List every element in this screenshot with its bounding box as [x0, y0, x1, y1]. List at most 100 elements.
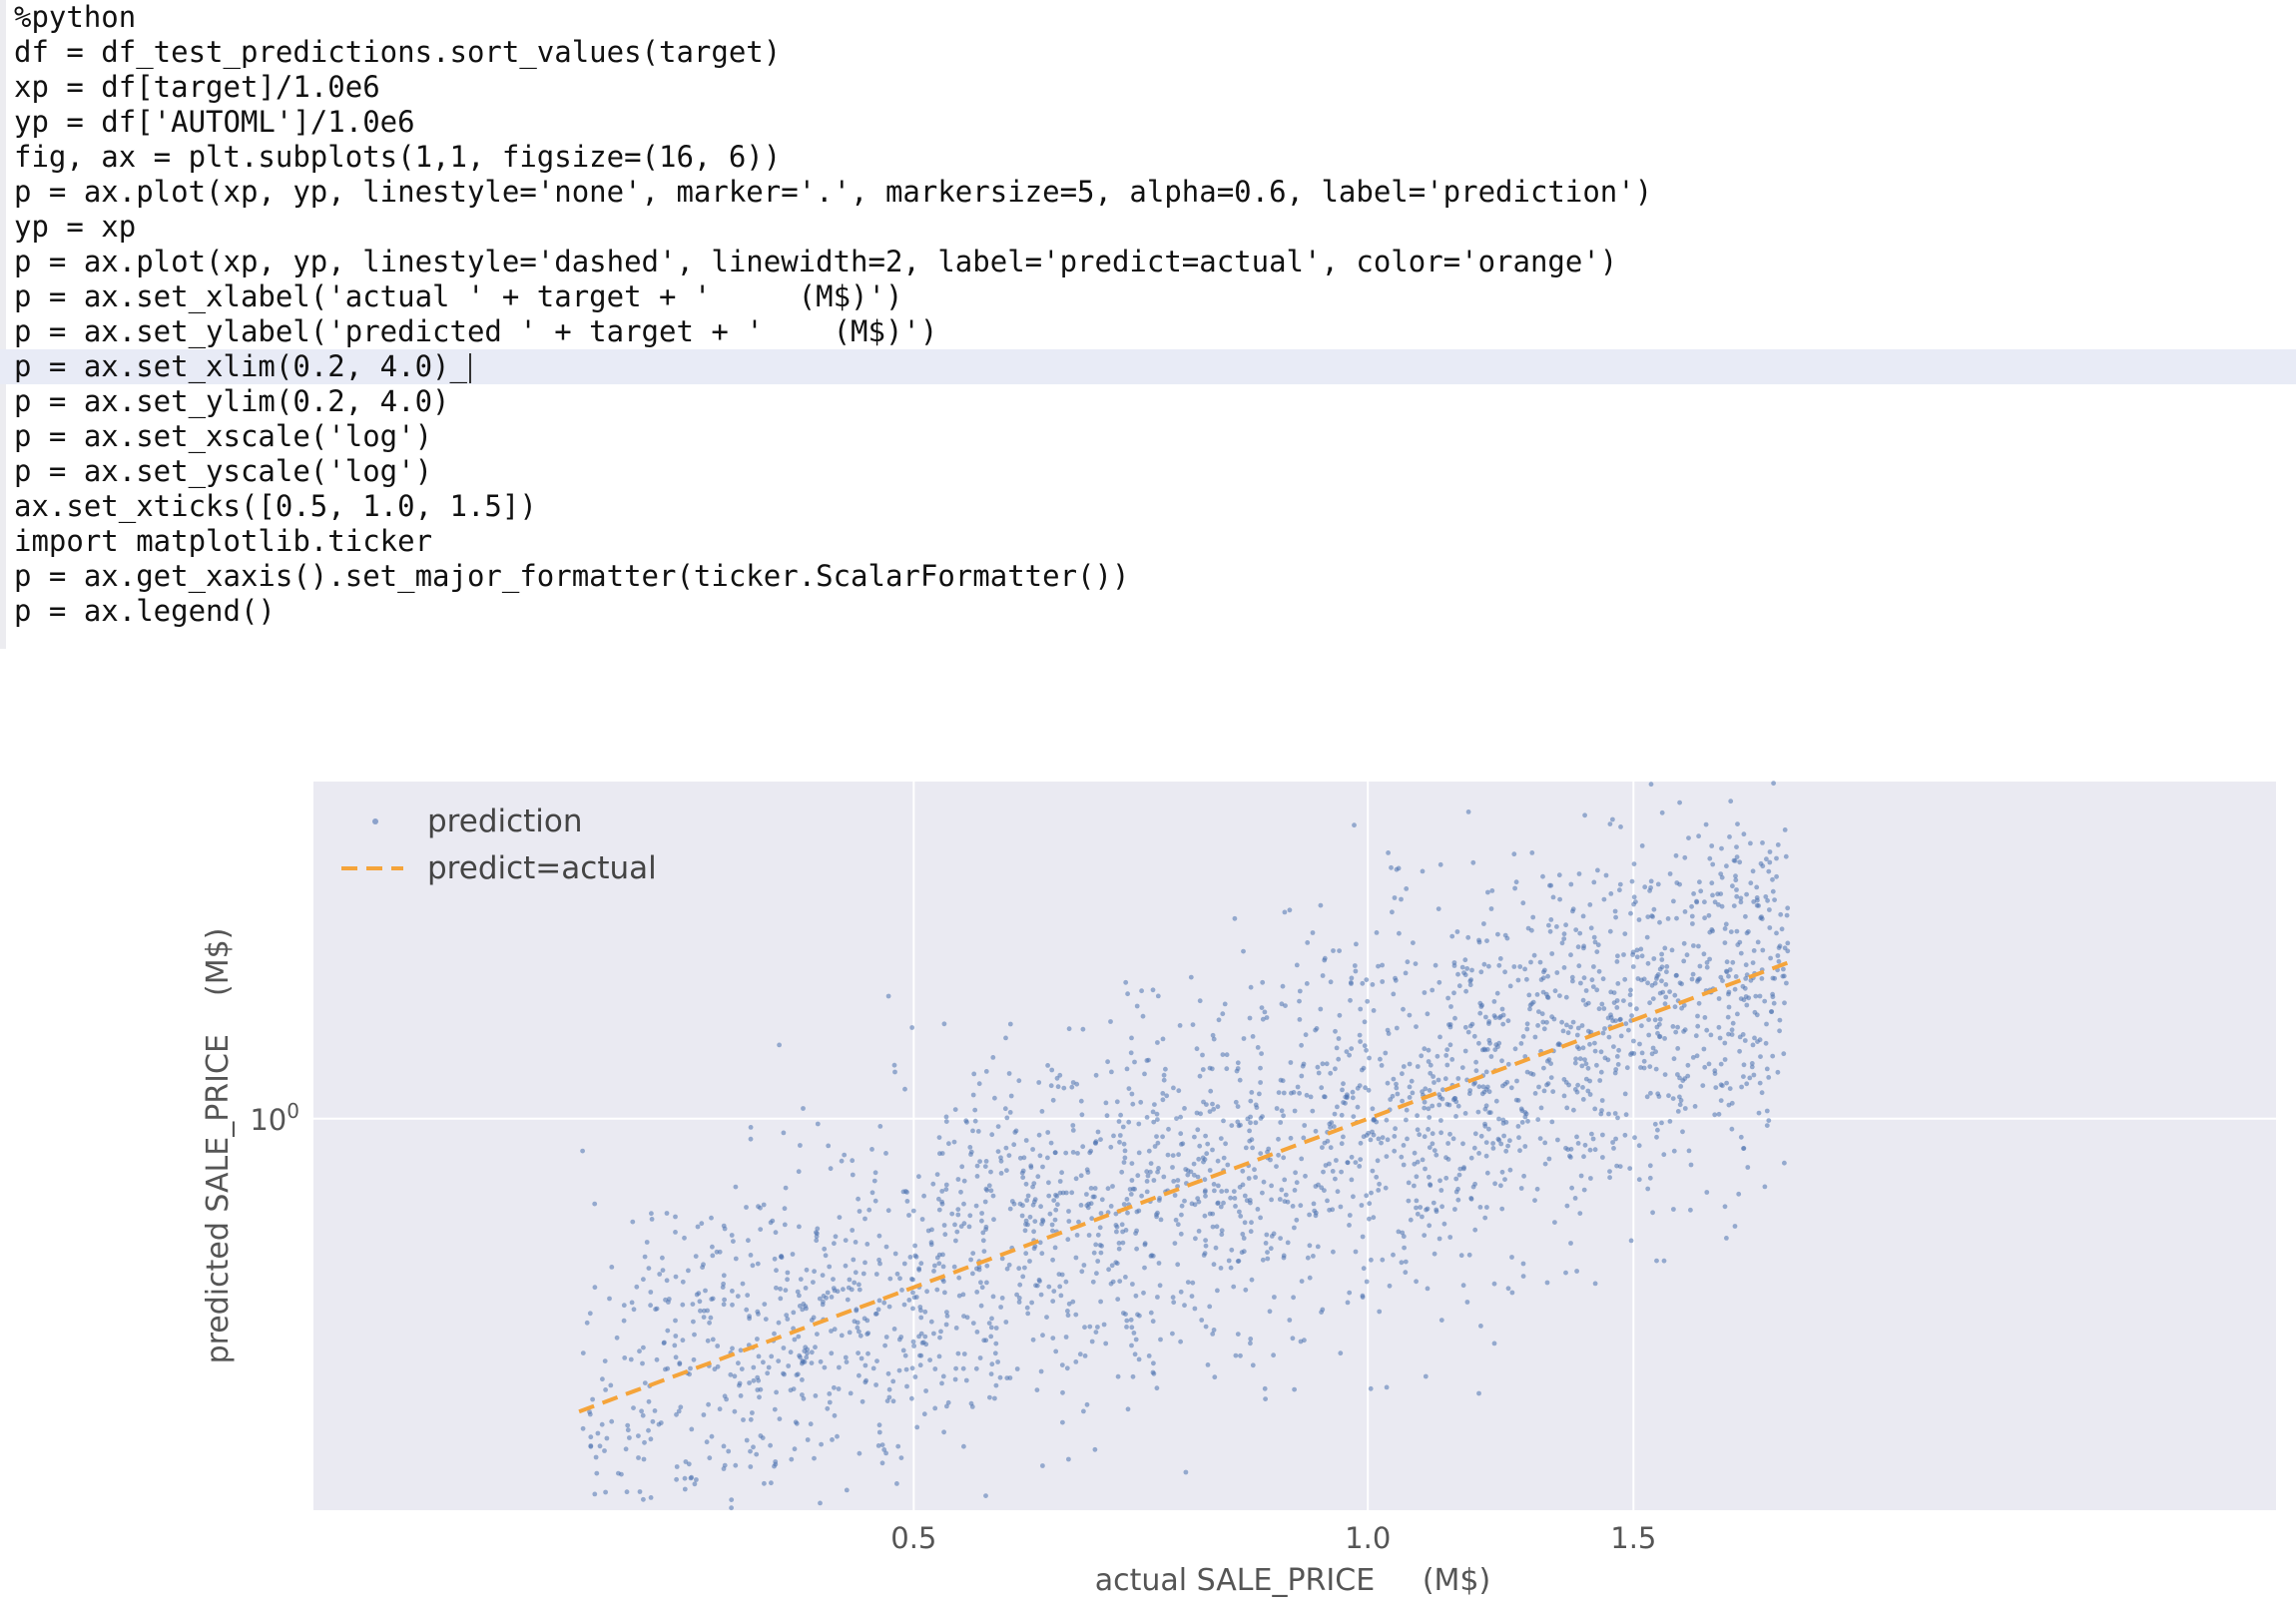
code-line[interactable]: p = ax.get_xaxis().set_major_formatter(t…: [0, 559, 2296, 594]
prediction-point: [1241, 1036, 1247, 1041]
prediction-point: [813, 1344, 818, 1350]
prediction-point: [1515, 977, 1521, 983]
prediction-point: [1170, 1153, 1176, 1158]
prediction-point: [1307, 1243, 1313, 1249]
prediction-point: [761, 1359, 766, 1365]
prediction-point: [1374, 930, 1380, 935]
prediction-point: [660, 1268, 666, 1273]
prediction-point: [1258, 1080, 1263, 1085]
prediction-point: [748, 1253, 754, 1258]
prediction-point: [784, 1313, 790, 1318]
prediction-point: [1406, 1198, 1412, 1204]
prediction-point: [1622, 1091, 1628, 1097]
prediction-point: [1524, 1026, 1530, 1032]
prediction-point: [983, 1493, 988, 1498]
code-line[interactable]: %python: [0, 0, 2296, 35]
code-line[interactable]: fig, ax = plt.subplots(1,1, figsize=(16,…: [0, 140, 2296, 175]
prediction-point: [1629, 878, 1635, 884]
prediction-point: [1591, 964, 1596, 969]
prediction-point: [1426, 1106, 1432, 1112]
prediction-point: [1098, 1299, 1103, 1305]
prediction-point: [1035, 1174, 1041, 1180]
prediction-point: [956, 1275, 962, 1281]
prediction-point: [1333, 1176, 1338, 1182]
prediction-point: [1066, 1301, 1072, 1307]
prediction-point: [1158, 1217, 1164, 1223]
prediction-point: [1109, 1069, 1114, 1075]
prediction-point: [795, 1289, 801, 1295]
prediction-point: [649, 1211, 654, 1217]
prediction-point: [1724, 863, 1729, 869]
prediction-point: [1258, 1151, 1264, 1156]
prediction-point: [1108, 1204, 1114, 1209]
prediction-point: [1255, 1045, 1261, 1050]
code-line[interactable]: yp = df['AUTOML']/1.0e6: [0, 105, 2296, 140]
code-line[interactable]: xp = df[target]/1.0e6: [0, 70, 2296, 105]
code-line[interactable]: ax.set_xticks([0.5, 1.0, 1.5]): [0, 489, 2296, 524]
prediction-point: [1363, 1085, 1368, 1091]
code-line[interactable]: import matplotlib.ticker: [0, 524, 2296, 559]
prediction-point: [1469, 1021, 1475, 1027]
prediction-point: [683, 1459, 689, 1464]
prediction-point: [1559, 940, 1565, 946]
prediction-point: [1243, 1287, 1249, 1293]
code-line[interactable]: p = ax.set_ylim(0.2, 4.0): [0, 384, 2296, 419]
prediction-point: [1103, 1100, 1109, 1106]
code-line[interactable]: p = ax.legend(): [0, 594, 2296, 629]
prediction-point: [1504, 1079, 1510, 1085]
code-editor[interactable]: %python df = df_test_predictions.sort_val…: [0, 0, 2296, 649]
prediction-point: [1014, 1366, 1020, 1371]
prediction-point: [744, 1307, 750, 1313]
prediction-point: [1220, 1052, 1226, 1057]
prediction-point: [1307, 1275, 1313, 1281]
code-line[interactable]: p = ax.set_xlabel('actual ' + target + '…: [0, 279, 2296, 314]
prediction-point: [1652, 1017, 1658, 1023]
prediction-point: [909, 1365, 915, 1371]
prediction-point: [1655, 881, 1661, 887]
code-line[interactable]: yp = xp: [0, 210, 2296, 245]
prediction-point: [1571, 1107, 1576, 1113]
prediction-point: [967, 1145, 973, 1150]
prediction-point: [1526, 992, 1532, 998]
prediction-point: [804, 1267, 810, 1273]
prediction-point: [1435, 1053, 1440, 1059]
prediction-point: [1178, 1231, 1184, 1237]
prediction-point: [710, 1296, 716, 1302]
prediction-point: [1767, 859, 1773, 865]
prediction-point: [1692, 1104, 1698, 1109]
prediction-point: [1180, 1141, 1186, 1147]
prediction-point: [1701, 1046, 1707, 1052]
code-line[interactable]: df = df_test_predictions.sort_values(tar…: [0, 35, 2296, 70]
prediction-point: [1156, 1166, 1161, 1171]
code-line-text: yp = df['AUTOML']/1.0e6: [14, 105, 415, 139]
prediction-point: [960, 1365, 966, 1371]
prediction-point: [1644, 934, 1650, 940]
code-line[interactable]: p = ax.set_ylabel('predicted ' + target …: [0, 314, 2296, 349]
prediction-point: [1443, 1053, 1449, 1058]
prediction-point: [1202, 1213, 1208, 1219]
prediction-point: [1674, 972, 1679, 978]
prediction-point: [984, 1263, 990, 1269]
prediction-point: [594, 1470, 600, 1476]
prediction-point: [1410, 1090, 1416, 1096]
prediction-point: [1574, 1134, 1579, 1140]
code-line[interactable]: p = ax.plot(xp, yp, linestyle='none', ma…: [0, 175, 2296, 210]
prediction-point: [1622, 976, 1628, 982]
prediction-point: [797, 1304, 803, 1309]
code-line[interactable]: p = ax.set_xlim(0.2, 4.0)_: [0, 349, 2296, 384]
code-line[interactable]: p = ax.set_xscale('log'): [0, 419, 2296, 454]
prediction-point: [1384, 1117, 1390, 1123]
prediction-point: [1544, 1019, 1549, 1025]
code-line[interactable]: p = ax.set_yscale('log'): [0, 454, 2296, 489]
prediction-point: [978, 1303, 984, 1309]
prediction-point: [1580, 1085, 1585, 1090]
prediction-point: [623, 1446, 629, 1452]
prediction-point: [1023, 1181, 1029, 1187]
code-line[interactable]: p = ax.plot(xp, yp, linestyle='dashed', …: [0, 245, 2296, 279]
prediction-point: [1360, 980, 1366, 986]
prediction-point: [1607, 1169, 1612, 1174]
prediction-point: [1175, 1222, 1181, 1228]
prediction-point: [604, 1435, 610, 1441]
prediction-point: [883, 1244, 889, 1250]
prediction-point: [1295, 1084, 1301, 1090]
